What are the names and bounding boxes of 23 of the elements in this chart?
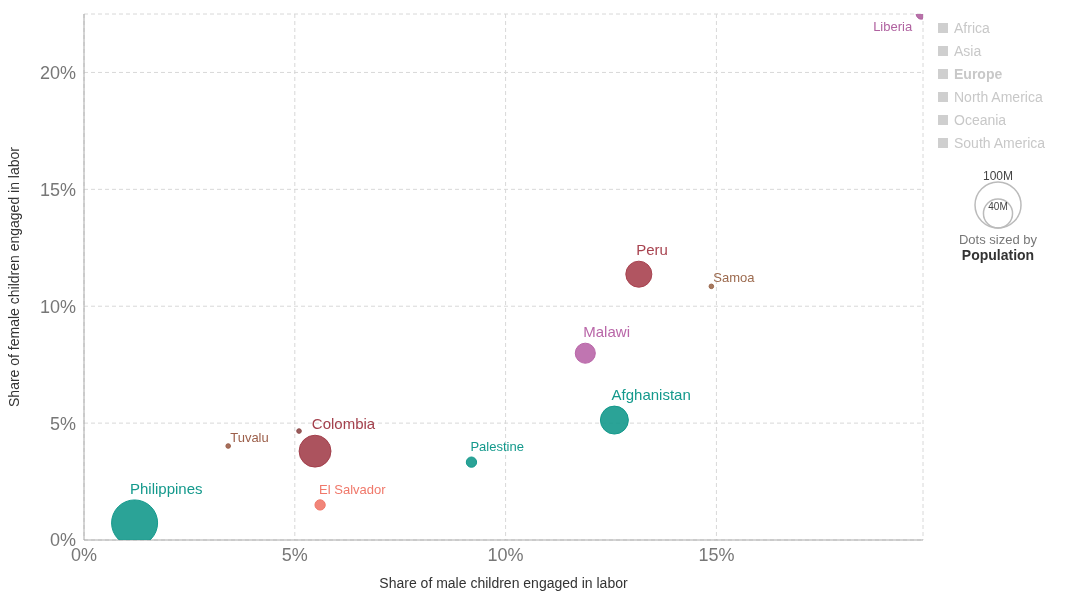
series-label: Colombia	[311, 415, 376, 433]
y-tick-label: 15%	[39, 179, 76, 200]
x-tick-label: 10%	[487, 544, 524, 565]
y-axis-title: Share of female children engaged in labor	[5, 146, 22, 407]
text: Tuvalu	[230, 430, 269, 446]
series-label: Philippines	[129, 479, 203, 497]
series-label: Afghanistan	[611, 386, 691, 404]
y-tick-label: 5%	[49, 413, 76, 434]
series-label: El Salvador	[319, 481, 387, 497]
series-label: Liberia	[873, 19, 913, 34]
x-axis-title: Share of male children engaged in labor	[379, 575, 628, 591]
series-label: Peru	[636, 241, 668, 259]
x-tick-label: 5%	[281, 544, 308, 565]
y-tick-label: 10%	[39, 296, 76, 317]
legend-label: 100M	[982, 169, 1014, 183]
legend-label: 40M	[988, 200, 1008, 212]
y-tick-label: 20%	[39, 62, 76, 83]
series-label: Malawi	[583, 323, 630, 341]
text: Dots sized by	[957, 232, 1038, 247]
series-label: Palestine	[470, 439, 524, 455]
text: Samoa	[713, 270, 756, 286]
x-tick-label: 15%	[698, 544, 735, 565]
text: Population	[960, 247, 1036, 263]
